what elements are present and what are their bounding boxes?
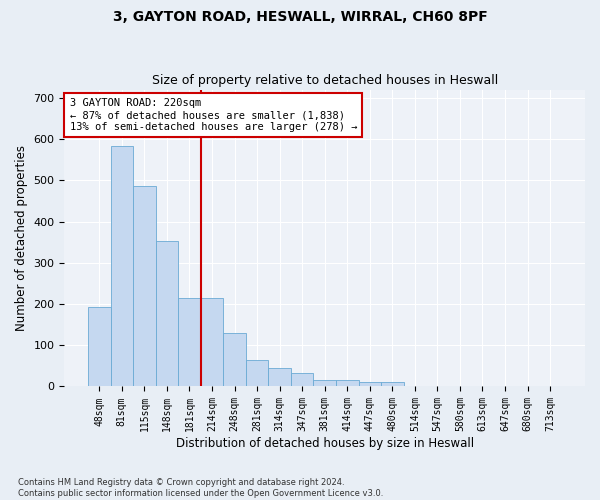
- Bar: [88, 307, 110, 386]
- Bar: [133, 186, 155, 386]
- Bar: [381, 382, 404, 386]
- Text: Contains HM Land Registry data © Crown copyright and database right 2024.
Contai: Contains HM Land Registry data © Crown c…: [18, 478, 383, 498]
- Bar: [359, 382, 381, 386]
- Bar: [201, 298, 223, 386]
- Bar: [268, 368, 291, 386]
- Title: Size of property relative to detached houses in Heswall: Size of property relative to detached ho…: [152, 74, 498, 87]
- Bar: [313, 380, 336, 386]
- X-axis label: Distribution of detached houses by size in Heswall: Distribution of detached houses by size …: [176, 437, 474, 450]
- Bar: [178, 298, 201, 386]
- Bar: [223, 333, 246, 386]
- Text: 3 GAYTON ROAD: 220sqm
← 87% of detached houses are smaller (1,838)
13% of semi-d: 3 GAYTON ROAD: 220sqm ← 87% of detached …: [70, 98, 357, 132]
- Bar: [246, 360, 268, 386]
- Bar: [336, 380, 359, 386]
- Bar: [291, 374, 313, 386]
- Text: 3, GAYTON ROAD, HESWALL, WIRRAL, CH60 8PF: 3, GAYTON ROAD, HESWALL, WIRRAL, CH60 8P…: [113, 10, 487, 24]
- Bar: [110, 146, 133, 386]
- Y-axis label: Number of detached properties: Number of detached properties: [15, 145, 28, 331]
- Bar: [155, 242, 178, 386]
